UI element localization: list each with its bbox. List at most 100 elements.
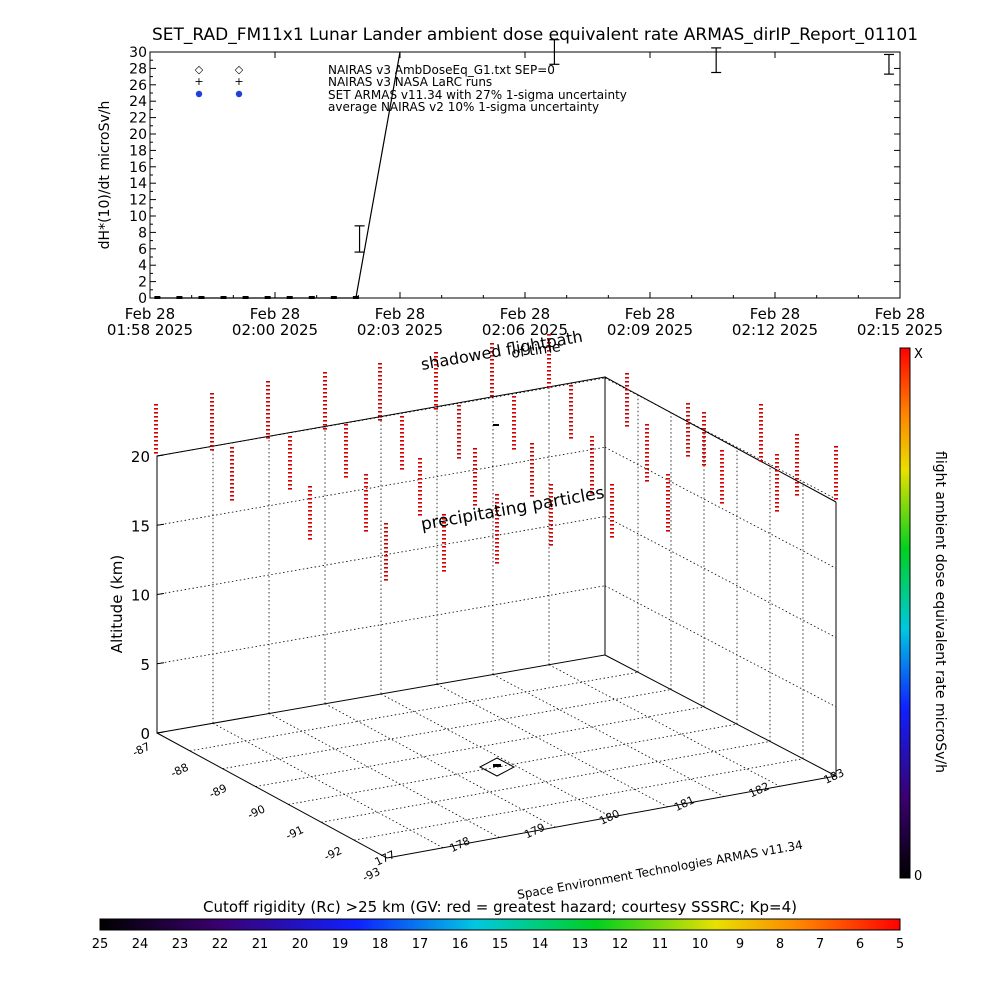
particle-dash xyxy=(418,462,422,464)
particle-dash xyxy=(490,371,494,373)
particle-dash xyxy=(323,392,327,394)
particle-dash xyxy=(230,463,234,465)
particle-dash xyxy=(702,416,706,418)
particle-dash xyxy=(344,472,348,474)
particle-dash xyxy=(702,464,706,466)
cutoff-tick-label: 11 xyxy=(652,937,669,952)
particle-dash xyxy=(666,518,670,520)
particle-dash xyxy=(645,472,649,474)
annotation-precipitating-particles: precipitating particles xyxy=(419,483,606,535)
right-wall-bottom xyxy=(604,654,837,777)
top-y-tick-label: 2 xyxy=(138,275,147,291)
particle-dash xyxy=(645,448,649,450)
top-x-tick-date: Feb 28 xyxy=(875,305,925,323)
particle-dash xyxy=(434,388,438,390)
top-y-tick-label: 6 xyxy=(138,242,147,258)
top-y-tick-label: 14 xyxy=(129,176,147,192)
particle-dash xyxy=(569,401,573,403)
cutoff-tick-label: 22 xyxy=(212,937,229,952)
particle-dash xyxy=(364,510,368,512)
particle-dash xyxy=(666,482,670,484)
particle-dash xyxy=(720,482,724,484)
particle-dash xyxy=(442,518,446,520)
particle-dash xyxy=(530,451,534,453)
particle-dash xyxy=(686,403,690,405)
particle-dash xyxy=(569,429,573,431)
particle-dash xyxy=(625,405,629,407)
particle-dash xyxy=(378,395,382,397)
particle-dash xyxy=(344,448,348,450)
particle-dash xyxy=(547,386,551,388)
particle-dash xyxy=(702,456,706,458)
particle-dash xyxy=(530,491,534,493)
particle-dash xyxy=(720,486,724,488)
particle-dash xyxy=(759,444,763,446)
particle-dash xyxy=(702,412,706,414)
altitude-tick-label: 0 xyxy=(140,725,150,743)
particle-dash xyxy=(610,520,614,522)
legend-label: average NAIRAS v2 10% 1-sigma uncertaint… xyxy=(328,100,599,114)
particle-dash xyxy=(610,492,614,494)
particle-dash xyxy=(666,514,670,516)
particle-dash xyxy=(384,575,388,577)
particle-dash xyxy=(154,440,158,442)
particle-dash xyxy=(645,456,649,458)
particle-dash xyxy=(364,486,368,488)
particle-dash xyxy=(210,433,214,435)
top-y-tick-label: 28 xyxy=(129,61,147,77)
particle-dash xyxy=(457,409,461,411)
particle-dash xyxy=(569,385,573,387)
particle-dash xyxy=(473,476,477,478)
top-y-tick-label: 18 xyxy=(129,143,147,159)
top-y-tick-label: 24 xyxy=(129,94,147,110)
particle-dash xyxy=(418,506,422,508)
particle-dash xyxy=(288,440,292,442)
particle-dash xyxy=(378,379,382,381)
particle-dash xyxy=(549,508,553,510)
latitude-tick-label: -91 xyxy=(284,823,306,842)
floor-grid-line xyxy=(255,706,705,787)
particle-dash xyxy=(154,452,158,454)
particle-dash xyxy=(364,522,368,524)
particle-dash xyxy=(512,404,516,406)
cutoff-tick-label: 8 xyxy=(776,937,784,952)
particle-dash xyxy=(384,559,388,561)
particle-dash xyxy=(686,435,690,437)
particle-dash xyxy=(266,397,270,399)
particle-dash xyxy=(434,360,438,362)
particle-dash xyxy=(210,405,214,407)
particle-dash xyxy=(308,490,312,492)
particle-dash xyxy=(378,403,382,405)
particle-dash xyxy=(378,415,382,417)
particle-dash xyxy=(154,404,158,406)
particle-dash xyxy=(495,562,499,564)
particle-dash xyxy=(834,446,838,448)
particle-dash xyxy=(720,474,724,476)
particle-dash xyxy=(490,379,494,381)
particle-dash xyxy=(434,400,438,402)
particle-dash xyxy=(530,447,534,449)
particle-dash xyxy=(210,413,214,415)
particle-dash xyxy=(590,488,594,490)
particle-dash xyxy=(364,490,368,492)
particle-dash xyxy=(512,416,516,418)
particle-dash xyxy=(547,382,551,384)
particle-dash xyxy=(569,413,573,415)
particle-dash xyxy=(230,459,234,461)
particle-dash xyxy=(569,421,573,423)
particle-dash xyxy=(210,449,214,451)
particle-dash xyxy=(495,534,499,536)
particle-dash xyxy=(775,466,779,468)
series-point xyxy=(352,296,359,299)
particle-dash xyxy=(490,355,494,357)
annotation-of-time: of time xyxy=(510,339,561,362)
particle-dash xyxy=(795,462,799,464)
top-y-tick-label: 30 xyxy=(129,45,147,61)
particle-dash xyxy=(775,510,779,512)
particle-dash xyxy=(569,437,573,439)
particle-dash xyxy=(775,458,779,460)
right-wall-top xyxy=(604,376,837,503)
particle-dash xyxy=(590,440,594,442)
particle-dash xyxy=(549,500,553,502)
